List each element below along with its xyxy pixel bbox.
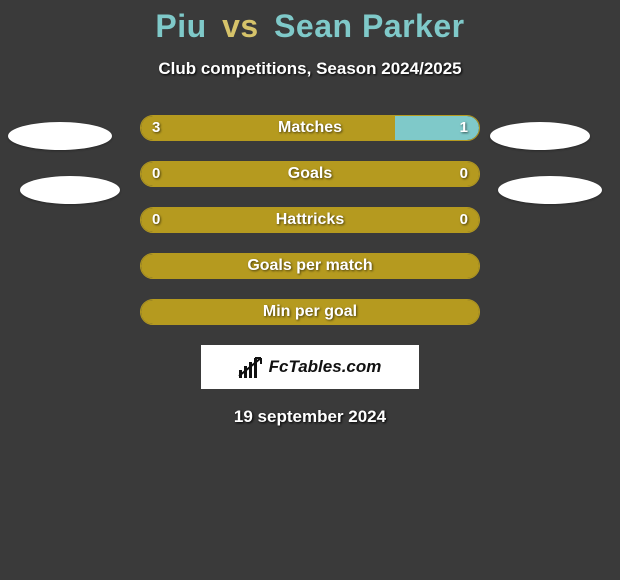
stat-bar-track <box>140 207 480 233</box>
subtitle: Club competitions, Season 2024/2025 <box>0 59 620 79</box>
stat-bar-left <box>141 162 479 186</box>
stat-row: Goals per match <box>0 253 620 279</box>
brand-box: FcTables.com <box>201 345 419 389</box>
stat-bar-left <box>141 208 479 232</box>
stat-bar-left <box>141 116 395 140</box>
avatar-ellipse <box>8 122 112 150</box>
avatar-ellipse <box>490 122 590 150</box>
stat-row: Min per goal <box>0 299 620 325</box>
vs-label: vs <box>222 8 259 44</box>
stat-bar-track <box>140 161 480 187</box>
page-title: Piu vs Sean Parker <box>0 8 620 45</box>
stat-bar-track <box>140 115 480 141</box>
stat-bar-left <box>141 254 479 278</box>
player2-name: Sean Parker <box>274 8 465 44</box>
player1-name: Piu <box>155 8 206 44</box>
stat-bar-left <box>141 300 479 324</box>
stat-bar-right <box>395 116 480 140</box>
date-label: 19 september 2024 <box>0 407 620 427</box>
avatar-ellipse <box>498 176 602 204</box>
fctables-logo-icon <box>239 356 265 378</box>
avatar-ellipse <box>20 176 120 204</box>
stat-row: Hattricks00 <box>0 207 620 233</box>
stat-bar-track <box>140 299 480 325</box>
stat-bar-track <box>140 253 480 279</box>
comparison-card: Piu vs Sean Parker Club competitions, Se… <box>0 0 620 580</box>
brand-text: FcTables.com <box>269 357 382 377</box>
